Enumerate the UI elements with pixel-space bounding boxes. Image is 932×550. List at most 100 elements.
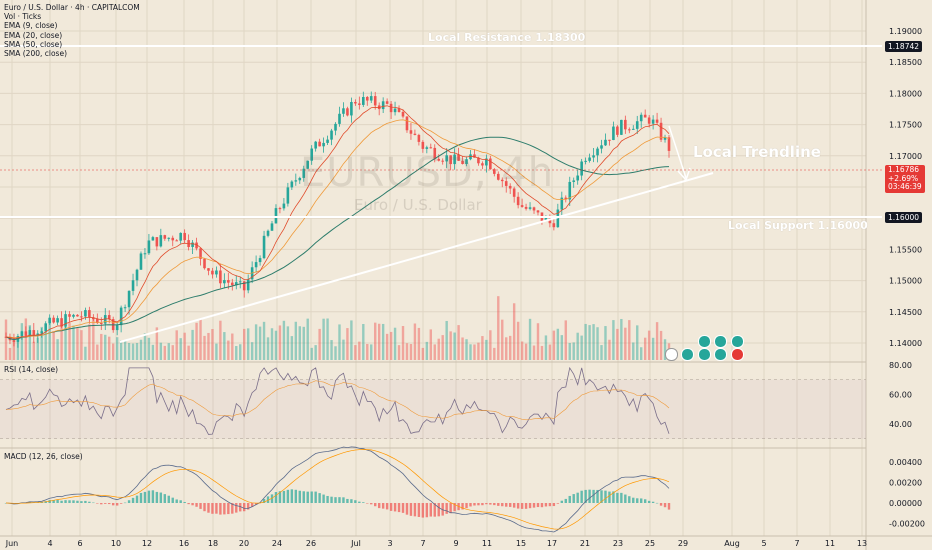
- macd-histogram-bar: [584, 489, 587, 503]
- candle-body: [76, 314, 79, 317]
- candle-body: [84, 310, 87, 317]
- candle-body: [318, 141, 321, 147]
- volume-bar: [143, 333, 147, 360]
- macd-histogram-bar: [358, 501, 361, 503]
- candle-body: [536, 210, 540, 213]
- macd-histogram-bar: [647, 500, 651, 503]
- support-price-tag: 1.16000: [885, 212, 923, 223]
- legend-sma200[interactable]: SMA (200, close): [4, 49, 67, 59]
- lightning-marker-icon[interactable]: [665, 348, 678, 361]
- candle-body: [659, 122, 663, 140]
- macd-histogram-bar: [227, 503, 230, 515]
- support-annotation[interactable]: Local Support 1.16000: [728, 219, 868, 232]
- time-axis-label: 16: [179, 539, 189, 548]
- event-marker-icon[interactable]: [698, 335, 711, 348]
- volume-bar: [469, 344, 472, 360]
- candle-body: [107, 315, 111, 320]
- volume-bar: [207, 332, 210, 360]
- time-axis-label: 24: [272, 539, 282, 548]
- candle-body: [473, 154, 476, 158]
- candle-body: [326, 139, 329, 143]
- macd-histogram-bar: [497, 503, 500, 506]
- event-marker-icon[interactable]: [681, 348, 694, 361]
- macd-histogram-bar: [147, 490, 151, 503]
- volume-bar: [84, 346, 87, 360]
- candle-body: [504, 181, 508, 186]
- event-marker-icon[interactable]: [698, 348, 711, 361]
- volume-bar: [536, 323, 540, 360]
- chart-grid: [0, 0, 866, 536]
- macd-histogram-bar: [429, 503, 432, 517]
- event-marker-icon[interactable]: [714, 335, 727, 348]
- trendline[interactable]: [119, 172, 714, 343]
- volume-bar: [481, 336, 484, 360]
- candle-body: [199, 248, 202, 259]
- volume-bar: [111, 343, 115, 360]
- time-axis-label: 10: [111, 539, 121, 548]
- legend-sma50[interactable]: SMA (50, close): [4, 39, 63, 49]
- macd-histogram-bar: [401, 503, 405, 513]
- macd-histogram-bar: [314, 491, 317, 503]
- legend-vol[interactable]: Vol · Ticks: [4, 12, 42, 22]
- macd-label[interactable]: MACD (12, 26, close): [4, 452, 83, 461]
- macd-histogram-bar: [544, 503, 548, 507]
- macd-histogram-bar: [528, 503, 532, 509]
- volume-bar: [445, 320, 448, 360]
- price-axis-label: 1.14000: [889, 339, 922, 348]
- volume-bar: [362, 324, 365, 360]
- volume-bar: [624, 327, 627, 360]
- rsi-pane[interactable]: [0, 366, 866, 440]
- event-marker-icon[interactable]: [731, 335, 744, 348]
- candle-body: [207, 268, 210, 271]
- macd-histogram-bar: [80, 501, 83, 503]
- resistance-annotation[interactable]: Local Resistance 1.18300: [428, 31, 586, 44]
- rsi-label[interactable]: RSI (14, close): [4, 365, 59, 374]
- candle-body: [620, 119, 623, 135]
- candle-body: [493, 169, 496, 174]
- volume-bar: [358, 341, 361, 360]
- macd-histogram-bar: [139, 492, 143, 503]
- candle-body: [203, 258, 206, 269]
- volume-bar: [485, 339, 488, 360]
- price-axis-label: 1.15500: [889, 245, 922, 254]
- volume-bar: [616, 328, 619, 360]
- volume-bar: [330, 340, 333, 360]
- legend-ema9[interactable]: EMA (9, close): [4, 21, 58, 31]
- volume-bar: [584, 323, 587, 360]
- event-marker-icon[interactable]: [714, 348, 727, 361]
- time-axis[interactable]: Jun 4 6 10 12 16 18 20 24 26 Jul 3 7 9 11 15 17 21 23 25 29 A…: [5, 539, 867, 548]
- volume-bar: [342, 339, 345, 360]
- flag-marker-icon[interactable]: [731, 348, 744, 361]
- macd-histogram-bar: [655, 502, 659, 504]
- macd-histogram-bar: [381, 503, 385, 509]
- candle-body: [242, 281, 246, 291]
- legend-ema20[interactable]: EMA (20, close): [4, 30, 63, 40]
- candle-body: [508, 185, 512, 189]
- candle-body: [64, 314, 67, 327]
- macd-pane[interactable]: [4, 446, 671, 533]
- candle-body: [354, 101, 357, 104]
- volume-bar: [560, 335, 564, 360]
- candle-body: [282, 203, 286, 209]
- volume-bar: [199, 319, 202, 360]
- volume-bar: [167, 343, 170, 360]
- candle-body: [651, 119, 655, 124]
- legend-title[interactable]: Euro / U.S. Dollar · 4h · CAPITALCOM: [4, 3, 140, 12]
- candle-body: [32, 330, 36, 336]
- candle-body: [346, 108, 349, 116]
- macd-histogram-bar: [278, 491, 282, 503]
- volume-bar: [175, 330, 178, 360]
- trendline-annotation[interactable]: Local Trendline: [693, 143, 821, 161]
- macd-histogram-bar: [111, 503, 115, 506]
- macd-histogram-bar: [385, 503, 389, 510]
- candle-body: [262, 235, 266, 259]
- macd-histogram-bar: [52, 500, 55, 503]
- macd-histogram-bar: [250, 503, 254, 507]
- candle-body: [409, 130, 413, 134]
- volume-bar: [286, 326, 290, 360]
- macd-histogram-bar: [246, 503, 250, 510]
- volume-bar: [278, 325, 282, 360]
- volume-bar: [290, 336, 294, 360]
- candle-body: [520, 205, 524, 207]
